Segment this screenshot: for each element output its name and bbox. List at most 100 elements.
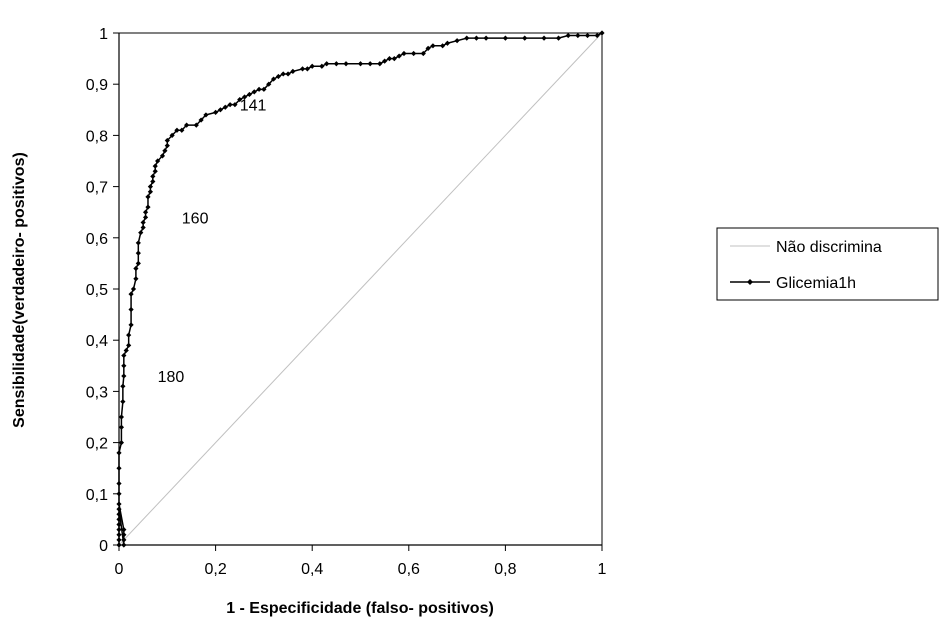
y-tick-label: 0,8 <box>86 128 108 145</box>
roc-point <box>391 56 397 62</box>
roc-point <box>150 178 156 185</box>
roc-point <box>138 230 144 236</box>
roc-point <box>290 68 296 74</box>
roc-point <box>116 501 122 507</box>
roc-point <box>275 73 281 80</box>
roc-point <box>304 66 310 72</box>
roc-point <box>444 40 451 46</box>
roc-point <box>179 127 185 133</box>
roc-point <box>184 122 190 128</box>
roc-point <box>140 224 146 231</box>
roc-point <box>193 122 199 128</box>
y-tick-label: 0,1 <box>86 487 108 504</box>
roc-point <box>116 450 122 456</box>
roc-point <box>357 61 364 67</box>
roc-point <box>142 209 149 215</box>
x-tick-label: 0,2 <box>204 561 226 578</box>
x-axis: 0 0,2 0,4 0,6 0,8 1 <box>115 545 607 578</box>
roc-point <box>232 102 238 108</box>
threshold-annotation: 160 <box>182 210 209 227</box>
roc-point <box>126 332 132 338</box>
roc-point <box>386 56 393 62</box>
roc-point <box>142 214 149 220</box>
roc-point <box>169 132 175 138</box>
y-tick-label: 0,3 <box>86 384 108 401</box>
roc-point <box>256 86 262 92</box>
roc-point <box>217 107 224 113</box>
roc-point <box>594 32 600 39</box>
y-tick-label: 0,4 <box>86 333 108 350</box>
roc-point <box>123 347 129 354</box>
roc-point <box>162 148 168 154</box>
roc-point <box>130 286 137 292</box>
x-tick-label: 0 <box>115 561 124 578</box>
roc-point <box>280 71 286 77</box>
roc-point <box>440 43 446 49</box>
roc-point <box>116 537 122 543</box>
legend: Não discrimina Glicemia1h <box>716 227 939 301</box>
roc-point <box>285 71 291 77</box>
roc-point <box>382 58 388 64</box>
roc-point <box>116 480 122 487</box>
y-tick-label: 0,6 <box>86 231 108 248</box>
roc-point <box>116 521 122 528</box>
roc-point <box>203 112 209 118</box>
roc-point <box>174 127 180 133</box>
roc-point <box>152 163 158 169</box>
roc-point <box>164 137 170 144</box>
roc-point <box>270 76 277 82</box>
y-tick-label: 0,7 <box>86 180 108 197</box>
threshold-annotation: 141 <box>240 98 267 115</box>
x-tick-label: 0,8 <box>494 561 516 578</box>
roc-point <box>309 63 315 69</box>
roc-point <box>118 424 125 430</box>
roc-point <box>155 158 161 164</box>
roc-point <box>116 465 122 471</box>
y-tick-label: 0 <box>99 538 108 555</box>
reference-line <box>118 32 603 546</box>
roc-point <box>502 35 508 41</box>
roc-point <box>116 527 122 533</box>
roc-point <box>454 38 460 44</box>
roc-point <box>121 542 127 548</box>
roc-point <box>251 89 257 95</box>
roc-point <box>198 117 204 123</box>
legend-label-glicemia: Glicemia1h <box>776 275 856 292</box>
roc-point <box>120 383 126 389</box>
roc-point <box>128 322 134 328</box>
y-tick-label: 0,9 <box>86 77 108 94</box>
roc-point <box>420 50 426 57</box>
roc-point <box>152 168 158 174</box>
roc-point <box>555 35 562 41</box>
legend-marker-glicemia <box>747 279 753 285</box>
y-tick-label: 0,5 <box>86 282 108 299</box>
roc-point <box>367 61 373 67</box>
roc-point <box>411 50 417 57</box>
legend-box <box>716 227 939 301</box>
roc-point <box>483 35 489 41</box>
roc-point <box>575 32 581 39</box>
roc-point <box>147 189 153 195</box>
roc-point <box>133 265 139 272</box>
roc-point <box>121 363 127 369</box>
x-tick-label: 0,6 <box>398 561 420 578</box>
roc-point <box>261 86 267 92</box>
roc-point <box>135 240 141 246</box>
roc-point <box>118 440 125 446</box>
roc-point <box>116 532 122 538</box>
roc-point <box>133 276 139 282</box>
roc-point <box>464 35 470 41</box>
reference-diagonal <box>118 32 603 546</box>
roc-point <box>565 32 571 39</box>
roc-point <box>135 250 141 256</box>
roc-point <box>319 63 325 69</box>
roc-point <box>164 143 170 149</box>
roc-point <box>145 194 151 200</box>
roc-point <box>159 153 166 159</box>
roc-point <box>333 61 339 67</box>
series-markers <box>116 30 605 548</box>
roc-point <box>116 516 122 522</box>
roc-point <box>145 204 151 210</box>
roc-point <box>599 30 605 36</box>
